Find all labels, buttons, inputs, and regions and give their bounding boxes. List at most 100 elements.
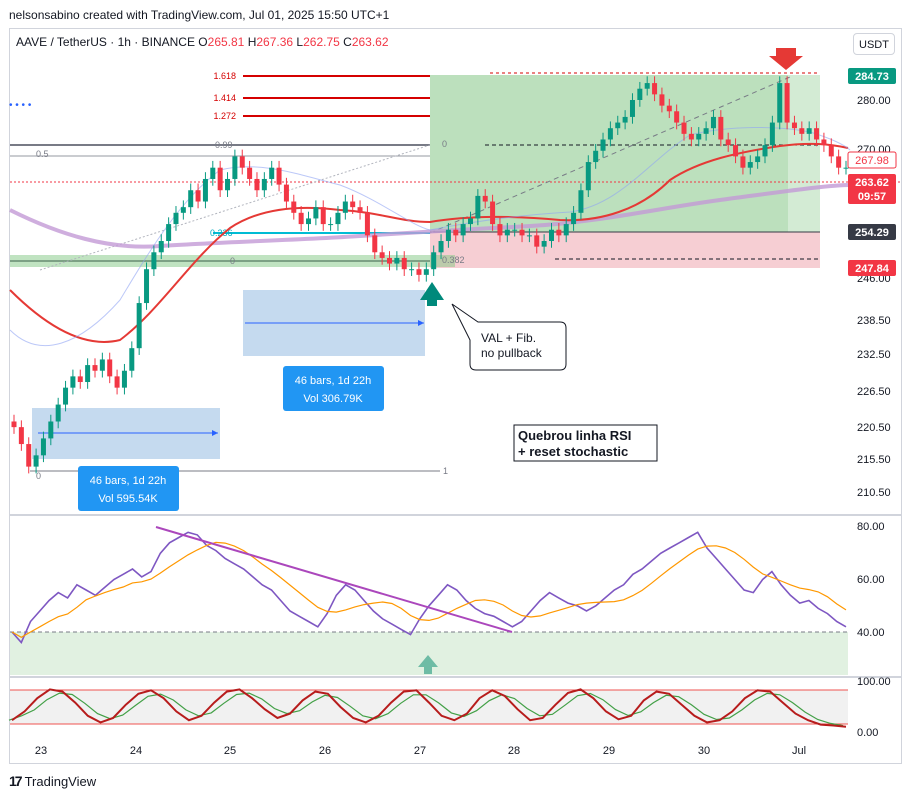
candle-body[interactable]	[769, 122, 775, 146]
candle-body[interactable]	[431, 252, 437, 270]
candle-body[interactable]	[445, 229, 451, 242]
candle-body[interactable]	[696, 133, 702, 140]
candle-body[interactable]	[747, 162, 753, 168]
rsi-note-box[interactable]	[513, 424, 658, 462]
currency-button[interactable]: USDT	[853, 33, 895, 55]
candle-body[interactable]	[40, 438, 46, 456]
candle-body[interactable]	[63, 387, 69, 405]
candle-body[interactable]	[843, 167, 849, 169]
candle-body[interactable]	[593, 150, 599, 163]
candle-body[interactable]	[475, 195, 481, 219]
candle-body[interactable]	[460, 224, 466, 236]
candle-body[interactable]	[276, 167, 282, 185]
candle-body[interactable]	[534, 235, 540, 247]
loss-zone[interactable]	[430, 232, 820, 268]
candle-body[interactable]	[482, 195, 488, 202]
candle-body[interactable]	[836, 156, 842, 168]
candle-body[interactable]	[725, 139, 731, 146]
candle-body[interactable]	[674, 111, 680, 123]
candle-body[interactable]	[762, 145, 768, 157]
candle-body[interactable]	[269, 167, 275, 179]
candle-body[interactable]	[158, 241, 164, 253]
candle-body[interactable]	[92, 365, 98, 371]
candle-body[interactable]	[571, 212, 577, 225]
candle-body[interactable]	[784, 83, 790, 123]
candle-body[interactable]	[755, 156, 761, 163]
candle-body[interactable]	[261, 178, 267, 191]
candle-body[interactable]	[777, 83, 783, 123]
candle-body[interactable]	[718, 116, 724, 140]
candle-body[interactable]	[99, 359, 105, 371]
candle-body[interactable]	[298, 212, 304, 225]
candle-body[interactable]	[438, 241, 444, 253]
candle-body[interactable]	[394, 257, 400, 264]
candle-body[interactable]	[791, 122, 797, 129]
candle-body[interactable]	[254, 178, 260, 191]
candle-body[interactable]	[372, 235, 378, 253]
candle-body[interactable]	[247, 167, 253, 179]
candle-body[interactable]	[556, 229, 562, 236]
fibonacci-levels[interactable]	[10, 75, 455, 472]
candle-body[interactable]	[666, 105, 672, 112]
candle-body[interactable]	[320, 207, 326, 225]
candle-body[interactable]	[821, 139, 827, 146]
candle-body[interactable]	[497, 224, 503, 236]
candle-body[interactable]	[379, 252, 385, 258]
candle-body[interactable]	[548, 229, 554, 242]
candle-body[interactable]	[607, 128, 613, 140]
candle-body[interactable]	[283, 184, 289, 202]
candle-body[interactable]	[18, 427, 24, 445]
candle-body[interactable]	[504, 229, 510, 236]
candle-body[interactable]	[364, 212, 370, 236]
candle-body[interactable]	[526, 235, 532, 237]
candle-body[interactable]	[166, 224, 172, 242]
candle-body[interactable]	[519, 229, 525, 236]
candle-body[interactable]	[48, 421, 54, 439]
candle-body[interactable]	[799, 128, 805, 134]
candle-body[interactable]	[416, 269, 422, 275]
candle-body[interactable]	[409, 269, 415, 271]
candle-body[interactable]	[600, 139, 606, 151]
candle-body[interactable]	[188, 190, 194, 208]
candle-body[interactable]	[195, 190, 201, 202]
candle-body[interactable]	[11, 421, 17, 428]
candle-body[interactable]	[342, 201, 348, 213]
candle-body[interactable]	[202, 178, 208, 202]
candle-body[interactable]	[232, 156, 238, 179]
candle-body[interactable]	[136, 303, 142, 349]
candle-body[interactable]	[615, 122, 621, 129]
candle-body[interactable]	[563, 224, 569, 236]
candle-body[interactable]	[733, 145, 739, 157]
candle-body[interactable]	[629, 100, 635, 117]
rsi-trendline[interactable]	[155, 526, 513, 633]
candle-body[interactable]	[306, 218, 312, 225]
candle-body[interactable]	[806, 128, 812, 134]
profit-zone[interactable]	[430, 75, 820, 232]
candle-body[interactable]	[622, 116, 628, 123]
candle-body[interactable]	[585, 162, 591, 191]
candle-body[interactable]	[467, 218, 473, 225]
candle-body[interactable]	[644, 83, 650, 89]
candle-body[interactable]	[291, 201, 297, 213]
candle-body[interactable]	[578, 190, 584, 213]
candle-body[interactable]	[328, 224, 334, 226]
candle-body[interactable]	[637, 88, 643, 100]
symbol-name[interactable]: AAVE / TetherUS · 1h · BINANCE	[16, 35, 195, 49]
candle-body[interactable]	[681, 122, 687, 134]
candle-body[interactable]	[541, 241, 547, 247]
time-axis[interactable]: 23 24 25 26 27 28 29 30 Jul	[35, 745, 806, 757]
candle-body[interactable]	[144, 269, 150, 304]
candle-body[interactable]	[217, 167, 223, 191]
rsi-axis[interactable]: 80.00 60.00 40.00	[857, 521, 885, 639]
candle-body[interactable]	[210, 167, 216, 179]
candle-body[interactable]	[350, 201, 356, 208]
candle-body[interactable]	[512, 229, 518, 231]
candle-body[interactable]	[335, 212, 341, 225]
candle-body[interactable]	[453, 229, 459, 236]
candle-body[interactable]	[225, 178, 231, 191]
candle-body[interactable]	[173, 212, 179, 225]
candle-body[interactable]	[423, 269, 429, 275]
candle-body[interactable]	[710, 116, 716, 129]
candle-body[interactable]	[33, 455, 39, 467]
